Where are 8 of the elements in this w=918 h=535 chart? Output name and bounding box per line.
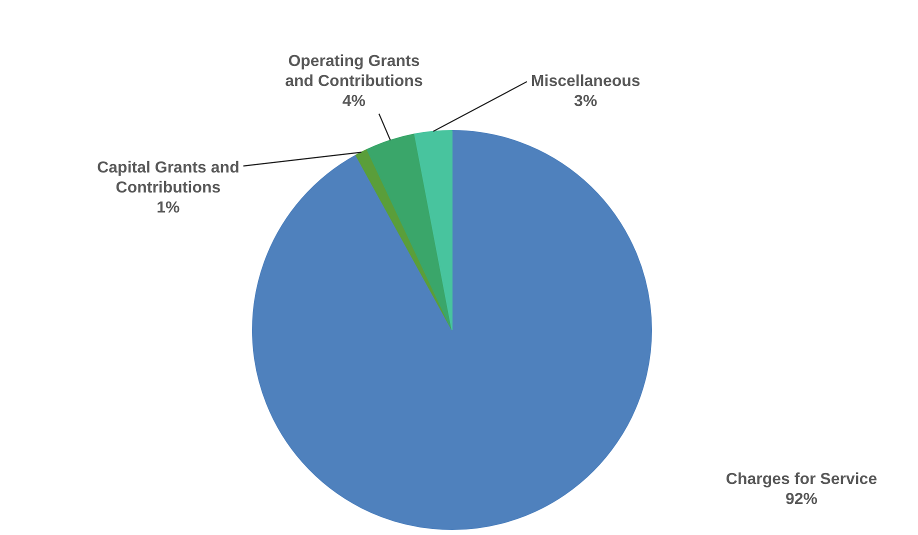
data-label: 1% (156, 199, 180, 216)
slice-label: Charges for Service (726, 471, 878, 488)
slice-label: Capital Grants and Contributions (97, 159, 240, 196)
data-label: 4% (342, 93, 366, 110)
slice-label: Miscellaneous (530, 73, 640, 90)
data-label: 92% (785, 491, 818, 508)
slice-label: Operating Grants and Contributions (285, 53, 423, 90)
data-label: 3% (574, 93, 598, 110)
